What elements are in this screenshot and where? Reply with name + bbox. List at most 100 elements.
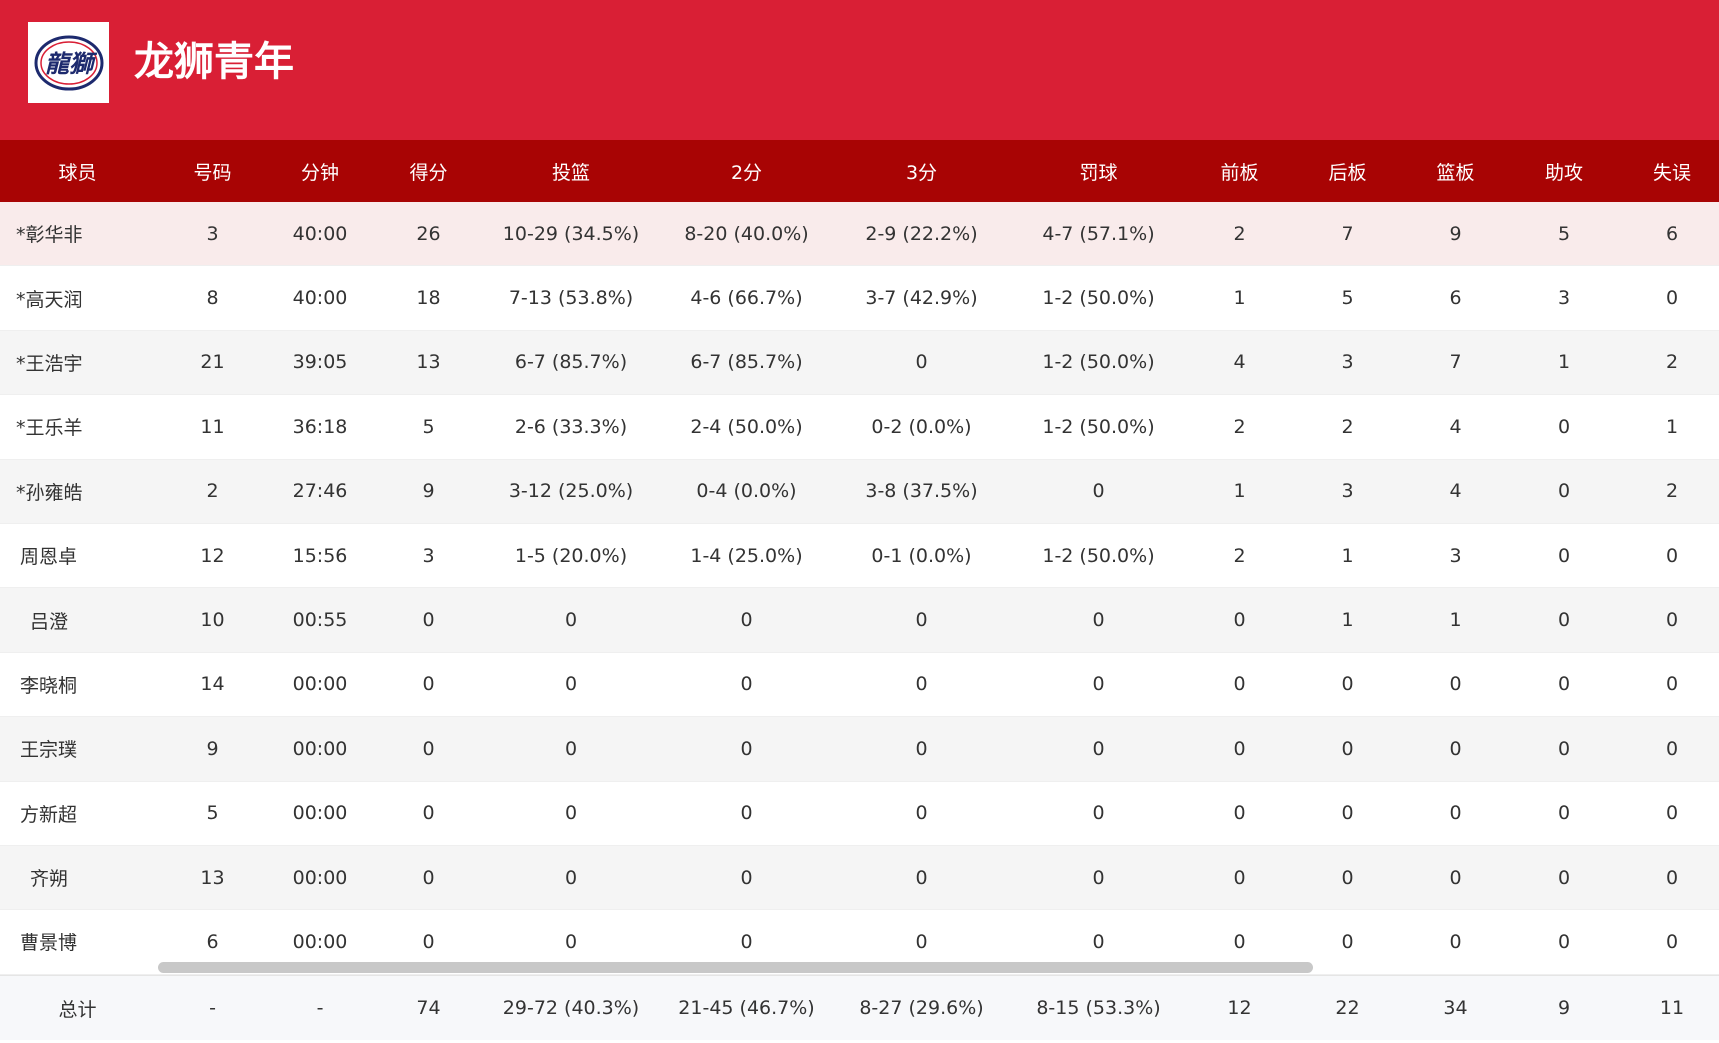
player-assists: 0 — [1557, 415, 1571, 438]
player-minutes: 40:00 — [292, 222, 348, 245]
player-name[interactable]: *王浩宇 — [0, 349, 155, 376]
totals-minutes: - — [316, 997, 324, 1019]
player-minutes: 00:00 — [292, 802, 348, 825]
column-header-three-pointers[interactable]: 3分 — [905, 161, 938, 184]
table-row[interactable]: 吕澄 10 00:55 0 0 0 0 0 0 1 1 0 0 — [0, 588, 1719, 653]
player-turnovers: 0 — [1665, 544, 1679, 567]
table-row[interactable]: 李晓桐 14 00:00 0 0 0 0 0 0 0 0 0 0 — [0, 652, 1719, 718]
player-free-throws: 1-2 (50.0%) — [1042, 544, 1155, 567]
player-two-pointers: 2-4 (50.0%) — [690, 415, 803, 438]
table-row[interactable]: *孙雍皓 2 27:46 9 3-12 (25.0%) 0-4 (0.0%) 3-8 (37… — [0, 459, 1719, 524]
column-header-number[interactable]: 号码 — [193, 161, 232, 184]
player-three-pointers: 0 — [915, 737, 928, 760]
player-field-goals: 3-12 (25.0%) — [508, 480, 634, 503]
table-row[interactable]: 王宗璞 9 00:00 0 0 0 0 0 0 0 0 0 0 — [0, 717, 1719, 782]
player-assists: 5 — [1557, 222, 1571, 245]
totals-row: 总计 - - 74 29-72 (40.3%) 21-45 (46.7%) 8-… — [0, 975, 1719, 1040]
table-row[interactable]: *高天润 8 40:00 18 7-13 (53.8%) 4-6 (66.7%) 3-7 (… — [0, 266, 1719, 331]
player-minutes: 27:46 — [292, 480, 348, 503]
player-offensive-rebounds: 1 — [1233, 480, 1246, 503]
player-points: 18 — [416, 287, 441, 310]
player-rebounds: 0 — [1449, 737, 1462, 760]
column-header-field-goals[interactable]: 投篮 — [551, 161, 590, 184]
player-number: 10 — [200, 609, 225, 632]
table-row[interactable]: 周恩卓 12 15:56 3 1-5 (20.0%) 1-4 (25.0%) 0-1 (0.… — [0, 523, 1719, 589]
column-header-player[interactable]: 球员 — [58, 161, 97, 184]
player-turnovers: 0 — [1665, 802, 1679, 825]
player-name-link[interactable]: *王浩宇 — [16, 352, 83, 375]
column-header-points[interactable]: 得分 — [409, 161, 448, 184]
player-points: 0 — [422, 737, 435, 760]
player-turnovers: 1 — [1665, 415, 1679, 438]
player-minutes: 40:00 — [292, 287, 348, 310]
player-defensive-rebounds: 3 — [1341, 480, 1354, 503]
column-header-rebounds[interactable]: 篮板 — [1436, 161, 1475, 184]
player-name[interactable]: 王宗璞 — [0, 735, 155, 762]
player-field-goals: 2-6 (33.3%) — [514, 415, 628, 438]
player-name[interactable]: *孙雍皓 — [0, 478, 155, 505]
player-name[interactable]: *王乐羊 — [0, 413, 155, 440]
player-turnovers: 6 — [1665, 222, 1679, 245]
player-defensive-rebounds: 0 — [1341, 802, 1354, 825]
team-logo-icon: 龍獅 — [34, 35, 103, 90]
player-name[interactable]: 吕澄 — [0, 607, 155, 634]
player-minutes: 36:18 — [292, 415, 348, 438]
column-header-turnovers[interactable]: 失误 — [1652, 161, 1691, 184]
team-header: 龍獅 龙狮青年 — [0, 0, 1719, 140]
player-name[interactable]: *彰华非 — [0, 220, 155, 247]
player-three-pointers: 0 — [915, 351, 928, 374]
player-free-throws: 1-2 (50.0%) — [1042, 287, 1155, 310]
column-header-offensive-rebounds[interactable]: 前板 — [1220, 161, 1259, 184]
player-two-pointers: 0 — [740, 737, 753, 760]
player-minutes: 00:00 — [292, 673, 348, 696]
player-name-link[interactable]: 齐朔 — [30, 868, 69, 891]
player-assists: 0 — [1557, 930, 1571, 953]
player-name[interactable]: 方新超 — [0, 800, 155, 827]
column-header-assists[interactable]: 助攻 — [1544, 161, 1583, 184]
player-rebounds: 0 — [1449, 866, 1462, 889]
player-offensive-rebounds: 1 — [1233, 287, 1246, 310]
player-defensive-rebounds: 1 — [1341, 544, 1354, 567]
player-name[interactable]: *高天润 — [0, 285, 155, 312]
player-offensive-rebounds: 0 — [1233, 930, 1246, 953]
table-row[interactable]: *王乐羊 11 36:18 5 2-6 (33.3%) 2-4 (50.0%) 0-2 (0… — [0, 395, 1719, 460]
player-name[interactable]: 齐朔 — [0, 864, 155, 891]
player-assists: 0 — [1557, 866, 1571, 889]
column-header-minutes[interactable]: 分钟 — [300, 161, 339, 184]
player-defensive-rebounds: 7 — [1341, 222, 1354, 245]
player-turnovers: 2 — [1665, 351, 1679, 374]
player-name[interactable]: 周恩卓 — [0, 542, 155, 569]
player-points: 0 — [422, 673, 435, 696]
player-name-link[interactable]: 周恩卓 — [20, 546, 78, 569]
player-name-link[interactable]: 王宗璞 — [20, 739, 78, 762]
player-name[interactable]: 李晓桐 — [0, 671, 155, 698]
table-row[interactable]: 方新超 5 00:00 0 0 0 0 0 0 0 0 0 0 — [0, 781, 1719, 846]
player-turnovers: 0 — [1665, 930, 1679, 953]
player-name-link[interactable]: *王乐羊 — [16, 417, 83, 440]
player-minutes: 39:05 — [292, 351, 348, 374]
column-header-free-throws[interactable]: 罚球 — [1079, 161, 1118, 184]
player-name-link[interactable]: *高天润 — [16, 288, 83, 311]
player-minutes: 00:00 — [292, 737, 348, 760]
column-header-defensive-rebounds[interactable]: 后板 — [1328, 161, 1367, 184]
player-field-goals: 0 — [564, 737, 578, 760]
table-row[interactable]: *王浩宇 21 39:05 13 6-7 (85.7%) 6-7 (85.7%) 0 1-2 … — [0, 330, 1719, 396]
table-row[interactable]: *彰华非 3 40:00 26 10-29 (34.5%) 8-20 (40.0%) 2-9… — [0, 202, 1719, 267]
column-header-two-pointers[interactable]: 2分 — [730, 161, 763, 184]
player-name-link[interactable]: 曹景博 — [20, 932, 78, 955]
player-name-link[interactable]: *彰华非 — [16, 224, 83, 247]
player-name[interactable]: 曹景博 — [0, 928, 155, 955]
player-defensive-rebounds: 0 — [1341, 930, 1354, 953]
player-rebounds: 7 — [1449, 351, 1462, 374]
player-name-link[interactable]: *孙雍皓 — [16, 481, 83, 504]
player-rebounds: 9 — [1449, 222, 1462, 245]
horizontal-scrollbar[interactable] — [158, 962, 1313, 973]
player-name-link[interactable]: 李晓桐 — [20, 674, 78, 697]
player-defensive-rebounds: 0 — [1341, 737, 1354, 760]
player-points: 13 — [416, 351, 441, 374]
player-name-link[interactable]: 方新超 — [20, 803, 78, 826]
player-name-link[interactable]: 吕澄 — [30, 610, 69, 633]
totals-turnovers: 11 — [1659, 997, 1685, 1019]
table-row[interactable]: 齐朔 13 00:00 0 0 0 0 0 0 0 0 0 0 — [0, 845, 1719, 911]
player-minutes: 00:00 — [292, 930, 348, 953]
